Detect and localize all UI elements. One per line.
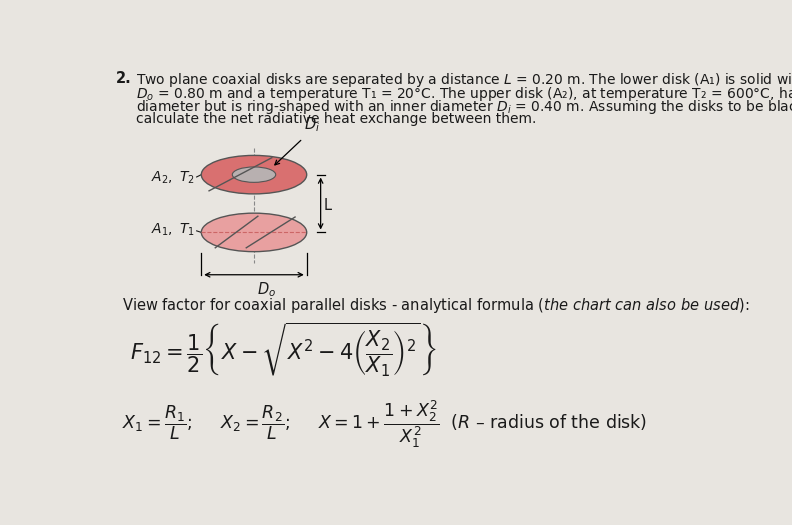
Text: $A_2,\ T_2$: $A_2,\ T_2$ bbox=[151, 170, 195, 186]
Ellipse shape bbox=[201, 213, 307, 251]
Text: $F_{12} = \dfrac{1}{2}\left\{X - \sqrt{X^2 - 4\left(\dfrac{X_2}{X_1}\right)^2}\r: $F_{12} = \dfrac{1}{2}\left\{X - \sqrt{X… bbox=[130, 321, 437, 379]
Text: View factor for coaxial parallel disks - analytical formula ($\mathit{the\ chart: View factor for coaxial parallel disks -… bbox=[122, 296, 750, 314]
Text: $A_1,\ T_1$: $A_1,\ T_1$ bbox=[151, 222, 195, 238]
Text: $D_o$ = 0.80 m and a temperature T₁ = 20°C. The upper disk (A₂), at temperature : $D_o$ = 0.80 m and a temperature T₁ = 20… bbox=[136, 85, 792, 102]
Text: 2.: 2. bbox=[116, 71, 131, 86]
Text: $D_i$: $D_i$ bbox=[304, 115, 321, 134]
Text: calculate the net radiative heat exchange between them.: calculate the net radiative heat exchang… bbox=[136, 112, 536, 127]
Ellipse shape bbox=[232, 167, 276, 182]
Text: $D_o$: $D_o$ bbox=[257, 280, 276, 299]
Text: $X_1 = \dfrac{R_1}{L}$;  $\quad X_2 = \dfrac{R_2}{L}$;  $\quad X = 1 + \dfrac{1 : $X_1 = \dfrac{R_1}{L}$; $\quad X_2 = \df… bbox=[122, 398, 648, 449]
Text: diameter but is ring-shaped with an inner diameter $D_i$ = 0.40 m. Assuming the : diameter but is ring-shaped with an inne… bbox=[136, 98, 792, 117]
Text: Two plane coaxial disks are separated by a distance $L$ = 0.20 m. The lower disk: Two plane coaxial disks are separated by… bbox=[136, 71, 792, 89]
Ellipse shape bbox=[201, 155, 307, 194]
Text: L: L bbox=[324, 197, 332, 213]
